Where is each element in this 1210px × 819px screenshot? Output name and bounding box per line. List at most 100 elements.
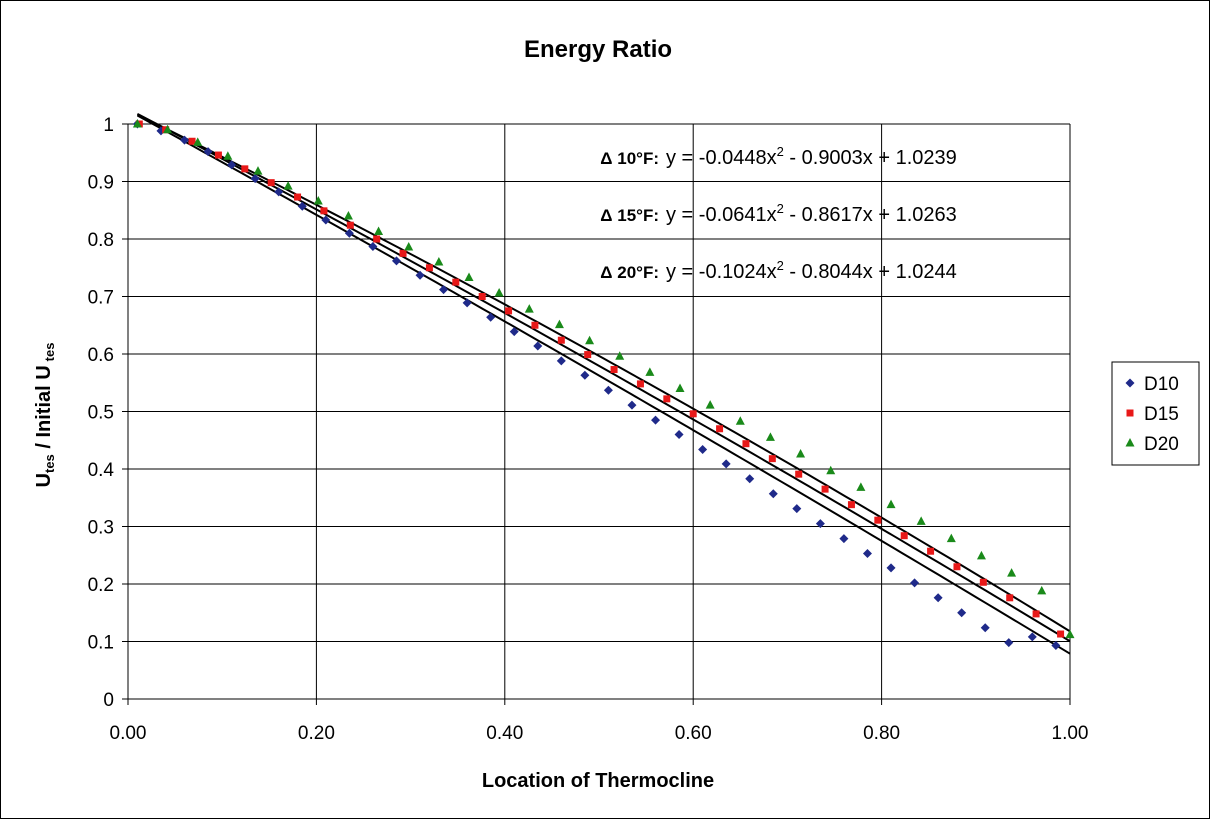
point-d10 <box>674 430 684 439</box>
point-d20 <box>313 196 323 205</box>
point-d20 <box>1037 585 1047 595</box>
point-d15 <box>847 501 855 509</box>
point-d15 <box>821 485 829 493</box>
x-axis-ticks: 0.00 0.20 0.40 0.60 0.80 1.00 <box>110 699 1088 744</box>
y-tick-label: 0.4 <box>88 460 115 481</box>
point-d10 <box>933 593 943 603</box>
point-d20 <box>374 226 384 236</box>
equation-label: Δ 20°F: <box>600 263 659 282</box>
point-d10 <box>980 623 990 633</box>
point-d15 <box>1057 630 1065 638</box>
point-d10 <box>698 444 708 454</box>
point-d15 <box>900 532 908 540</box>
point-d10 <box>556 356 566 366</box>
y-tick-label: 0.3 <box>88 518 114 539</box>
equation-exponent: 2 <box>777 144 784 159</box>
point-d15 <box>1006 594 1014 602</box>
equation-exponent: 2 <box>777 201 784 216</box>
equation-text: y = -0.0641x2 - 0.8617x + 1.0263 <box>666 201 957 226</box>
legend-label-d20: D20 <box>1144 434 1179 455</box>
trendline-1 <box>136 112 1071 643</box>
point-d20 <box>976 550 986 560</box>
point-d15 <box>557 336 565 344</box>
x-tick-label: 0.80 <box>863 723 900 744</box>
point-d10 <box>533 341 543 351</box>
y-axis-title: Utes / Initial Utes <box>33 343 57 488</box>
point-d20 <box>946 533 956 543</box>
point-d20 <box>343 211 353 220</box>
x-tick-label: 0.40 <box>486 723 523 744</box>
point-d20 <box>404 242 414 251</box>
equation-text: y = -0.1024x2 - 0.8044x + 1.0244 <box>666 258 957 283</box>
x-tick-label: 0.60 <box>675 723 712 744</box>
point-d15 <box>874 516 882 524</box>
trendline-equations: Δ 10°F: y = -0.0448x2 - 0.9003x + 1.0239Δ… <box>600 144 956 283</box>
legend-label-d15: D15 <box>1144 404 1179 425</box>
point-d15 <box>214 151 222 159</box>
point-d10 <box>627 400 637 410</box>
point-d15 <box>689 410 697 418</box>
point-d10 <box>580 370 590 380</box>
point-d10 <box>297 201 307 211</box>
point-d10 <box>439 285 449 295</box>
point-d15 <box>346 221 354 229</box>
point-d20 <box>434 257 444 266</box>
point-d15 <box>610 366 618 374</box>
point-d10 <box>462 298 472 308</box>
point-d15 <box>531 321 539 329</box>
y-tick-label: 0.9 <box>88 173 114 194</box>
point-d10 <box>815 519 825 529</box>
point-d10 <box>910 578 920 588</box>
point-d20 <box>735 416 745 425</box>
point-d10 <box>886 563 896 573</box>
y-axis-title-sub1: tes <box>42 454 57 473</box>
point-d15 <box>979 578 987 586</box>
point-d20 <box>494 288 504 297</box>
point-d20 <box>886 499 896 509</box>
y-axis-title-main1: U <box>33 473 55 487</box>
point-d15 <box>927 547 935 555</box>
equation-rest: - 0.8044x + 1.0244 <box>784 261 957 283</box>
equation-label: Δ 10°F: <box>600 149 659 168</box>
y-tick-label: 0.1 <box>88 633 114 654</box>
point-d10 <box>203 147 213 157</box>
point-d10 <box>745 474 755 484</box>
point-d10 <box>344 228 354 238</box>
point-d20 <box>585 335 595 345</box>
equation-main: y = -0.0448x <box>666 147 777 169</box>
point-d15 <box>294 193 302 201</box>
point-d20 <box>856 482 866 491</box>
point-d20 <box>253 166 263 175</box>
trendlines <box>136 112 1071 655</box>
point-d10 <box>321 215 331 225</box>
point-d10 <box>792 504 802 514</box>
point-d20 <box>193 137 203 146</box>
point-d15 <box>636 380 644 388</box>
equation-label: Δ 15°F: <box>600 206 659 225</box>
x-tick-label: 0.00 <box>110 723 147 744</box>
point-d15 <box>953 563 961 571</box>
point-d10 <box>957 608 967 618</box>
equation-main: y = -0.1024x <box>666 261 777 283</box>
point-d15 <box>425 264 433 272</box>
point-d10 <box>368 241 378 251</box>
x-tick-label: 0.20 <box>298 723 335 744</box>
point-d20 <box>1007 568 1017 577</box>
point-d10 <box>1027 632 1037 642</box>
point-d10 <box>415 270 425 280</box>
point-d15 <box>399 249 407 257</box>
y-tick-label: 0 <box>103 690 114 711</box>
point-d10 <box>862 549 872 559</box>
point-d10 <box>180 135 190 145</box>
point-d10 <box>839 534 849 544</box>
point-d20 <box>132 119 142 128</box>
point-d10 <box>227 160 237 170</box>
legend-marker-d20 <box>1125 438 1135 447</box>
point-d20 <box>283 181 293 190</box>
point-d15 <box>478 293 486 300</box>
point-d15 <box>188 137 196 145</box>
point-d10 <box>250 174 260 184</box>
point-d20 <box>645 367 655 376</box>
equation-rest: - 0.8617x + 1.0263 <box>784 204 957 226</box>
point-d15 <box>373 235 381 243</box>
